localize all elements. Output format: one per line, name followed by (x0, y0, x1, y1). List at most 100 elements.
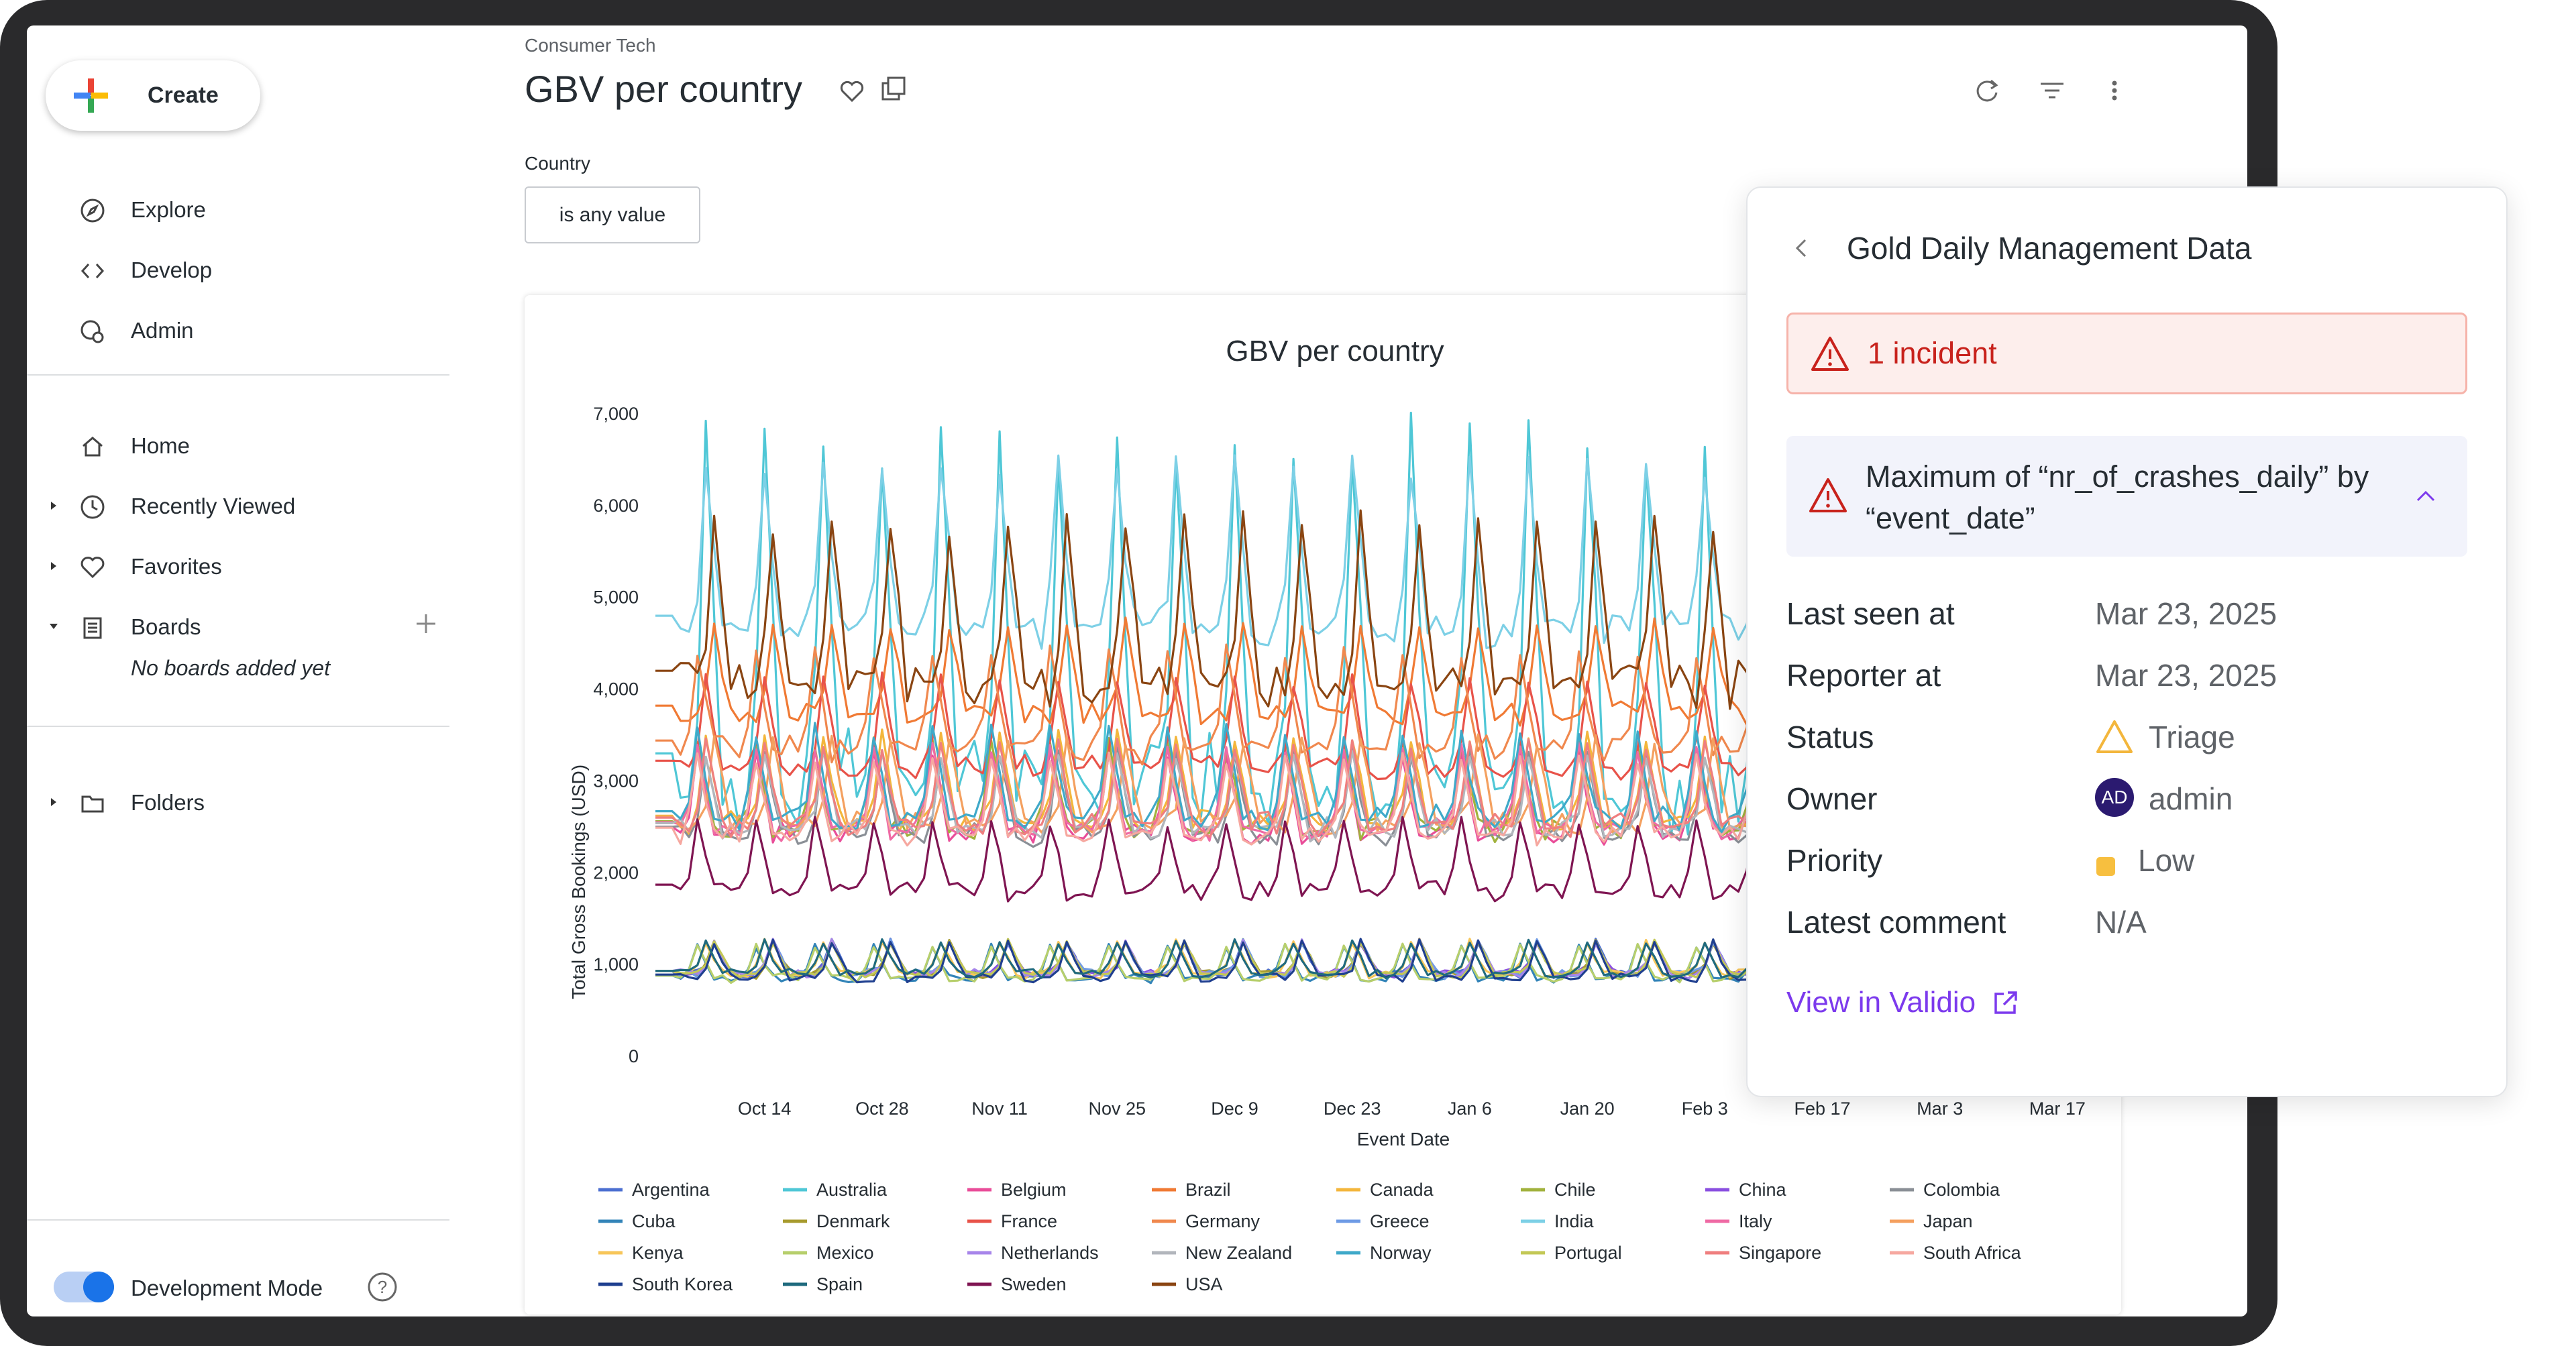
legend-item[interactable]: Portugal (1521, 1243, 1622, 1263)
sidebar-item-boards[interactable]: Boards (27, 604, 449, 651)
sidebar: Create Explore Develop Admin Home Recent… (27, 25, 449, 1316)
owner-value[interactable]: admin (2149, 781, 2233, 816)
legend-label: Spain (816, 1274, 863, 1294)
legend-item[interactable]: South Korea (598, 1274, 733, 1294)
sidebar-item-admin[interactable]: Admin (27, 307, 449, 354)
sidebar-item-develop[interactable]: Develop (27, 247, 449, 294)
legend-label: Brazil (1185, 1180, 1231, 1200)
legend-item[interactable]: Brazil (1152, 1180, 1231, 1200)
legend-item[interactable]: Canada (1336, 1180, 1434, 1200)
external-link-icon[interactable] (1990, 989, 2020, 1018)
legend-label: Germany (1185, 1211, 1260, 1231)
view-in-validio-link[interactable]: View in Validio (1786, 986, 1976, 1019)
sidebar-item-home[interactable]: Home (27, 423, 449, 469)
sidebar-item-recently-viewed[interactable]: Recently Viewed (27, 483, 449, 530)
legend-label: Belgium (1001, 1180, 1067, 1200)
help-icon[interactable]: ? (367, 1272, 398, 1302)
development-mode-toggle[interactable] (54, 1272, 114, 1302)
legend-item[interactable]: New Zealand (1152, 1243, 1292, 1263)
legend-item[interactable]: Australia (783, 1180, 888, 1200)
legend-item[interactable]: South Africa (1890, 1243, 2022, 1263)
legend-item[interactable]: Singapore (1705, 1243, 1821, 1263)
triage-warning-icon (2096, 720, 2133, 753)
x-tick-label: Jan 20 (1560, 1099, 1615, 1119)
legend-item[interactable]: Netherlands (967, 1243, 1099, 1263)
caret-right-icon (51, 562, 56, 570)
latest-comment-value: N/A (2095, 905, 2147, 940)
incident-banner[interactable]: 1 incident (1786, 313, 2467, 394)
sidebar-item-label: Admin (131, 318, 194, 343)
sidebar-item-label: Boards (131, 614, 201, 639)
legend-item[interactable]: Greece (1336, 1211, 1430, 1231)
country-filter-button[interactable]: is any value (525, 186, 700, 243)
avatar: AD (2095, 778, 2134, 817)
legend-item[interactable]: Chile (1521, 1180, 1596, 1200)
breadcrumb[interactable]: Consumer Tech (525, 35, 656, 56)
caret-right-icon (51, 502, 56, 510)
warning-icon (1811, 337, 1849, 371)
filter-icon[interactable] (2041, 82, 2063, 99)
x-tick-label: Nov 11 (971, 1099, 1028, 1119)
plus-icon (74, 78, 108, 113)
status-value[interactable]: Triage (2149, 720, 2235, 754)
no-boards-text: No boards added yet (131, 656, 331, 680)
legend-item[interactable]: Denmark (783, 1211, 890, 1231)
legend-item[interactable]: India (1521, 1211, 1595, 1231)
sidebar-item-label: Folders (131, 790, 205, 815)
status-key: Status (1786, 720, 1874, 754)
legend-item[interactable]: Cuba (598, 1211, 676, 1231)
legend-item[interactable]: Italy (1705, 1211, 1772, 1231)
refresh-icon[interactable] (1976, 79, 1998, 102)
legend-label: Portugal (1554, 1243, 1622, 1263)
compass-icon (80, 199, 105, 223)
legend-item[interactable]: Spain (783, 1274, 863, 1294)
legend-item[interactable]: Argentina (598, 1180, 710, 1200)
home-icon (83, 437, 103, 457)
x-tick-label: Feb 3 (1682, 1099, 1728, 1119)
legend-item[interactable]: Japan (1890, 1211, 1973, 1231)
legend-label: New Zealand (1185, 1243, 1292, 1263)
more-vert-icon[interactable] (2112, 80, 2117, 101)
page-title: GBV per country (525, 68, 802, 110)
priority-indicator (2096, 857, 2115, 876)
sidebar-item-explore[interactable]: Explore (27, 186, 449, 233)
chevron-left-icon[interactable] (1789, 236, 1813, 260)
priority-value[interactable]: Low (2138, 843, 2195, 878)
legend-label: Greece (1370, 1211, 1430, 1231)
add-board-icon[interactable] (413, 610, 439, 637)
legend-item[interactable]: China (1705, 1180, 1787, 1200)
sidebar-divider (27, 726, 449, 727)
legend-label: Kenya (632, 1243, 684, 1263)
legend-label: Sweden (1001, 1274, 1067, 1294)
legend-item[interactable]: Mexico (783, 1243, 874, 1263)
country-filter-label: Country (525, 153, 591, 174)
caret-down-icon (50, 624, 58, 629)
chevron-up-icon[interactable] (2414, 484, 2438, 508)
sidebar-item-label: Explore (131, 197, 206, 222)
toggle-knob (83, 1272, 114, 1302)
legend-item[interactable]: Colombia (1890, 1180, 2000, 1200)
code-icon (80, 263, 105, 279)
legend-item[interactable]: Norway (1336, 1243, 1432, 1263)
create-button[interactable]: Create (46, 60, 260, 131)
copy-icon[interactable] (881, 76, 906, 101)
legend-item[interactable]: USA (1152, 1274, 1223, 1294)
panel-title: Gold Daily Management Data (1847, 231, 2252, 266)
legend-label: Canada (1370, 1180, 1434, 1200)
svg-text:?: ? (378, 1277, 387, 1297)
sidebar-item-favorites[interactable]: Favorites (27, 543, 449, 590)
x-tick-label: Oct 28 (855, 1099, 909, 1119)
heart-icon[interactable] (840, 80, 864, 103)
incident-metric[interactable]: Maximum of “nr_of_crashes_daily” by “eve… (1786, 436, 2467, 557)
legend-label: China (1739, 1180, 1787, 1200)
sidebar-item-folders[interactable]: Folders (27, 779, 449, 826)
legend-label: France (1001, 1211, 1057, 1231)
legend-item[interactable]: Sweden (967, 1274, 1067, 1294)
warning-icon (1809, 478, 1847, 512)
y-axis-label: Total Gross Bookings (USD) (568, 765, 589, 999)
legend-item[interactable]: Germany (1152, 1211, 1260, 1231)
legend-item[interactable]: France (967, 1211, 1057, 1231)
legend-item[interactable]: Belgium (967, 1180, 1067, 1200)
legend-item[interactable]: Kenya (598, 1243, 684, 1263)
legend-label: Mexico (816, 1243, 874, 1263)
